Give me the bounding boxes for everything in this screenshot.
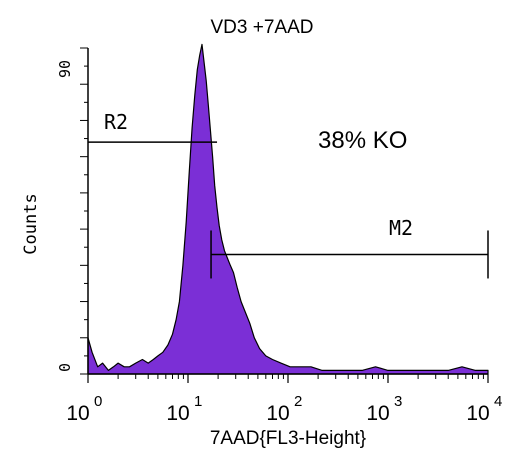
marker-m2 [210, 230, 489, 279]
marker-label: M2 [389, 216, 413, 240]
histogram-fill [87, 43, 489, 375]
x-tick-label-exponent: 1 [194, 393, 202, 410]
x-axis-ticks [87, 374, 489, 383]
result-text: 38% KO [318, 127, 407, 154]
region-label: R2 [104, 110, 128, 134]
y-axis-ticks [80, 47, 88, 375]
x-axis-label: 7AAD{FL3-Height} [210, 428, 366, 449]
x-tick-label: 10 [266, 402, 289, 425]
x-tick-label-exponent: 3 [394, 393, 402, 410]
x-tick-label: 10 [466, 402, 489, 425]
x-tick-label-exponent: 2 [294, 393, 302, 410]
x-tick-label-exponent: 4 [494, 393, 502, 410]
x-tick-label: 10 [366, 402, 389, 425]
x-tick-label: 10 [166, 402, 189, 425]
y-tick-label-90: 90 [56, 60, 74, 78]
axes [87, 48, 488, 375]
x-axis-tick-labels: 10 0 10 1 10 2 10 3 10 4 [66, 393, 502, 425]
x-tick-label: 10 [66, 402, 89, 425]
x-tick-label-exponent: 0 [94, 393, 102, 410]
histogram-area [87, 43, 489, 375]
y-tick-label-0: 0 [56, 363, 74, 372]
y-axis-label: Counts [21, 193, 41, 254]
chart-title: VD3 +7AAD [211, 17, 314, 38]
